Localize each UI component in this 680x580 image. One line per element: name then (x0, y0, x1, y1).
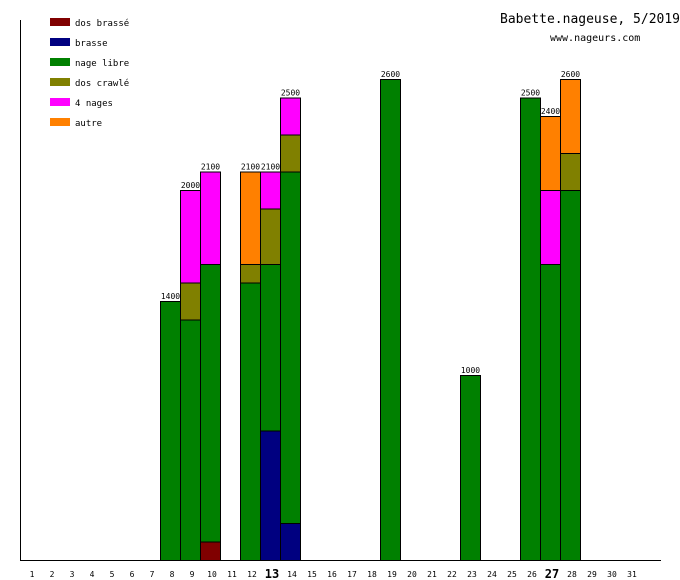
x-tick-label: 14 (287, 570, 297, 579)
bar-segment (280, 171, 301, 524)
x-tick-label: 10 (207, 570, 217, 579)
x-tick-labels: 1 2 3 4 5 6 7 8 9 10 11 12 13 14 15 16 17 18 19 20 21 22 23 24 2… (30, 567, 637, 580)
x-tick-label: 5 (110, 570, 115, 579)
legend-label: nage libre (75, 59, 129, 69)
bar-segment (160, 301, 181, 561)
bar-segment (560, 153, 581, 191)
bar-segment (540, 116, 561, 191)
data-label: 2500 (521, 89, 540, 98)
bar-segment (240, 171, 261, 265)
data-label: 2100 (261, 163, 280, 172)
bar-segment (200, 264, 221, 543)
x-tick-label: 13 (265, 567, 279, 580)
bar-segment (260, 208, 281, 265)
data-label: 2600 (561, 70, 580, 79)
data-label: 2600 (381, 70, 400, 79)
data-label: 1000 (461, 366, 480, 375)
x-tick-label: 1 (30, 570, 35, 579)
bar-segment (460, 375, 481, 561)
legend-label: dos brassé (75, 18, 129, 29)
bar-segment (520, 97, 541, 561)
legend-swatch (50, 78, 70, 86)
x-tick-label: 9 (190, 570, 195, 579)
data-label: 2000 (181, 181, 200, 190)
legend-label: brasse (75, 39, 108, 49)
x-tick-label: 12 (247, 570, 257, 579)
bar-segment (560, 79, 581, 154)
data-label: 2100 (201, 163, 220, 172)
x-tick-label: 30 (607, 570, 617, 579)
x-tick-label: 7 (150, 570, 155, 579)
x-tick-label: 23 (467, 570, 477, 579)
bar-segment (260, 171, 281, 210)
bar-segment (240, 264, 261, 284)
legend-label: 4 nages (75, 99, 113, 109)
bar-segment (260, 264, 281, 432)
bar-segment (200, 171, 221, 265)
bar-segment (560, 190, 581, 561)
x-tick-label: 4 (90, 570, 95, 579)
x-tick-label: 19 (387, 570, 397, 579)
x-tick-label: 6 (130, 570, 135, 579)
bar-segment (260, 430, 281, 561)
bar-segment (540, 190, 561, 265)
x-tick-label: 21 (427, 570, 437, 579)
bar-segment (180, 282, 201, 321)
bar-segment (540, 264, 561, 561)
x-tick-label: 22 (447, 570, 457, 579)
x-tick-label: 25 (507, 570, 517, 579)
chart-title: Babette.nageuse, 5/2019 (500, 12, 680, 27)
data-label: 2400 (541, 107, 560, 116)
data-label: 2500 (281, 89, 300, 98)
bar-segment (240, 282, 261, 561)
x-tick-label: 2 (50, 570, 55, 579)
bar-segment (180, 190, 201, 284)
x-tick-label: 24 (487, 570, 497, 579)
x-tick-label: 16 (327, 570, 337, 579)
x-tick-label: 8 (170, 570, 175, 579)
legend-swatch (50, 38, 70, 46)
bar-segment (380, 79, 401, 561)
x-tick-label: 31 (627, 570, 637, 579)
data-label: 2100 (241, 163, 260, 172)
legend-swatch (50, 118, 70, 126)
x-tick-label: 3 (70, 570, 75, 579)
bar-segment (180, 319, 201, 561)
x-tick-label: 20 (407, 570, 417, 579)
bar-segment (280, 134, 301, 173)
x-tick-label: 27 (545, 567, 559, 580)
x-tick-label: 15 (307, 570, 317, 579)
x-tick-label: 11 (227, 570, 237, 579)
bar-segment (280, 97, 301, 136)
x-tick-label: 17 (347, 570, 357, 579)
data-label: 1400 (161, 292, 180, 301)
x-tick-label: 26 (527, 570, 537, 579)
x-tick-label: 18 (367, 570, 377, 579)
legend-swatch (50, 58, 70, 66)
bar-segment (200, 541, 221, 561)
x-tick-label: 28 (567, 570, 577, 579)
x-tick-label: 29 (587, 570, 597, 579)
legend-swatch (50, 98, 70, 106)
legend-label: autre (75, 119, 102, 129)
bar-segment (280, 523, 301, 561)
legend-swatch (50, 18, 70, 26)
legend: dos brassé brasse nage libre dos crawlé 4 na… (50, 18, 129, 129)
chart-subtitle: www.nageurs.com (550, 33, 640, 44)
legend-label: dos crawlé (75, 78, 129, 89)
